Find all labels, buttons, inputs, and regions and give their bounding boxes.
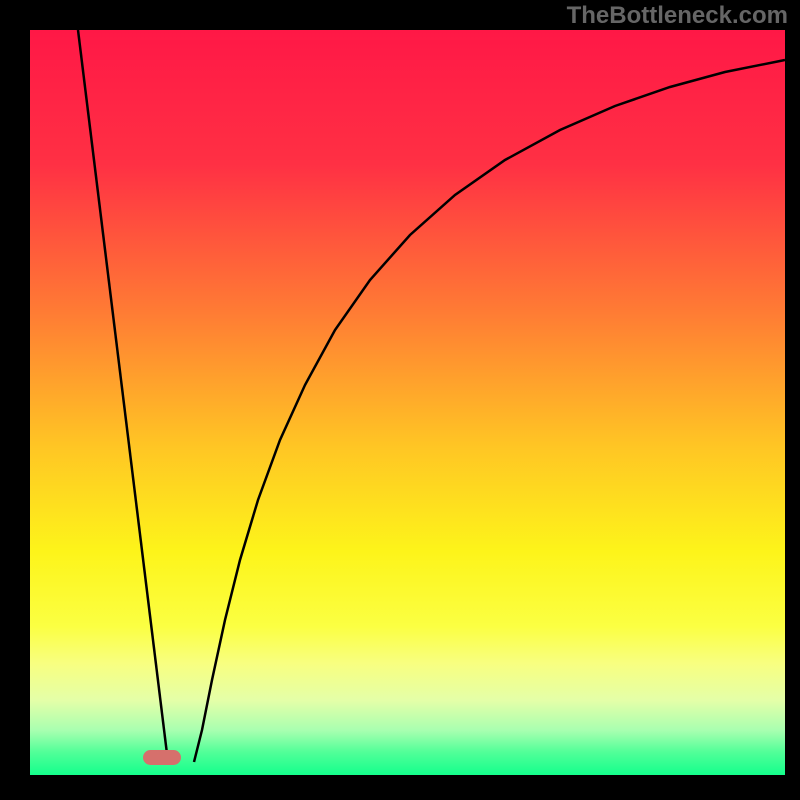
- chart-container: TheBottleneck.com: [0, 0, 800, 800]
- bottleneck-curve: [30, 30, 785, 775]
- plot-area: [30, 30, 785, 775]
- watermark-text: TheBottleneck.com: [567, 2, 788, 30]
- optimal-point-marker: [143, 750, 181, 765]
